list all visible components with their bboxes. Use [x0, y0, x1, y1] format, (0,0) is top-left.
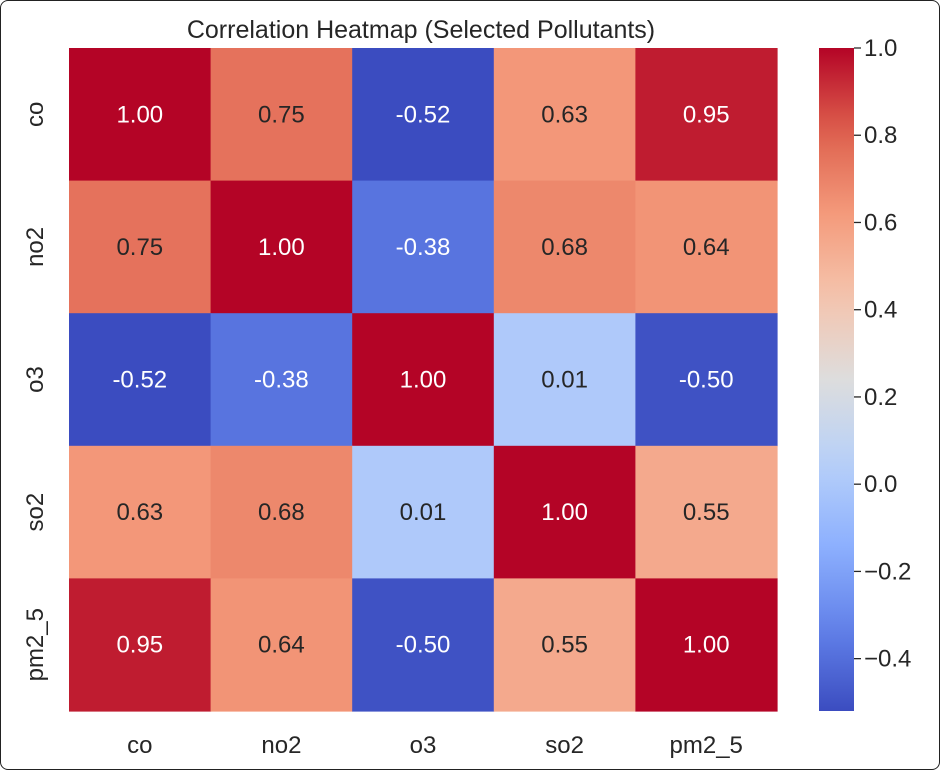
- heatmap-cell: [69, 578, 212, 712]
- heatmap-cell: [210, 313, 353, 447]
- colorbar-tick-label: 0.4: [864, 297, 897, 324]
- y-tick-label: co: [22, 102, 49, 127]
- cell-value-label: 0.64: [258, 632, 305, 659]
- cell-value-label: 1.00: [541, 499, 588, 526]
- y-tick-label: o3: [22, 366, 49, 393]
- cell-value-label: -0.38: [254, 367, 309, 394]
- colorbar-tick-label: 0.6: [864, 209, 897, 236]
- heatmap-cell: [69, 48, 212, 182]
- cell-value-label: 0.01: [400, 499, 447, 526]
- y-tick-label: no2: [22, 227, 49, 267]
- cell-value-label: 0.55: [541, 632, 588, 659]
- heatmap-cell: [352, 445, 495, 579]
- x-tick-label: pm2_5: [670, 732, 743, 759]
- heatmap-cell: [635, 180, 778, 314]
- heatmap-cell: [493, 48, 636, 182]
- heatmap-cell: [352, 180, 495, 314]
- heatmap-cell: [352, 313, 495, 447]
- heatmap-cell: [493, 445, 636, 579]
- heatmap-cell: [493, 313, 636, 447]
- cell-value-label: -0.50: [679, 367, 734, 394]
- colorbar-tick-label: 0.8: [864, 122, 897, 149]
- cell-value-label: 0.63: [116, 499, 163, 526]
- cell-value-label: -0.50: [396, 632, 451, 659]
- cell-value-label: -0.38: [396, 234, 451, 261]
- heatmap-cell: [69, 180, 212, 314]
- cell-value-label: 0.75: [116, 234, 163, 261]
- cell-value-label: 0.95: [116, 632, 163, 659]
- cell-value-label: 0.63: [541, 101, 588, 128]
- cell-value-label: 0.01: [541, 367, 588, 394]
- colorbar-tick-label: 0.0: [864, 471, 897, 498]
- heatmap-cells: 1.00 0.75 -0.52 0.63 0.95 0.75 1.00 -0.38 0.68 0.…: [69, 48, 778, 712]
- heatmap-cell: [210, 180, 353, 314]
- x-tick-label: co: [127, 732, 152, 759]
- cell-value-label: 1.00: [258, 234, 305, 261]
- heatmap-cell: [69, 313, 212, 447]
- cell-value-label: 1.00: [116, 101, 163, 128]
- chart-title: Correlation Heatmap (Selected Pollutants…: [187, 16, 655, 44]
- heatmap-cell: [210, 48, 353, 182]
- colorbar: 1.0 0.8 0.6 0.4 0.2 0.0 −0.2 −0.4: [819, 35, 911, 711]
- x-tick-label: so2: [545, 732, 584, 759]
- heatmap-cell: [635, 445, 778, 579]
- colorbar-tick-label: −0.2: [864, 558, 911, 585]
- cell-value-label: 0.64: [683, 234, 730, 261]
- cell-value-label: 0.95: [683, 101, 730, 128]
- heatmap-cell: [635, 313, 778, 447]
- colorbar-tick-label: 0.2: [864, 384, 897, 411]
- x-tick-label: no2: [261, 732, 301, 759]
- cell-value-label: 0.68: [258, 499, 305, 526]
- cell-value-label: -0.52: [396, 101, 451, 128]
- heatmap-cell: [493, 180, 636, 314]
- cell-value-label: 1.00: [400, 367, 447, 394]
- cell-value-label: 0.75: [258, 101, 305, 128]
- colorbar-tick-label: −0.4: [864, 646, 911, 673]
- cell-value-label: 0.55: [683, 499, 730, 526]
- colorbar-gradient: [819, 48, 854, 711]
- heatmap-cell: [210, 445, 353, 579]
- y-tick-label: so2: [22, 493, 49, 532]
- heatmap-cell: [635, 48, 778, 182]
- x-tick-label: o3: [410, 732, 437, 759]
- cell-value-label: -0.52: [112, 367, 167, 394]
- heatmap-cell: [635, 578, 778, 712]
- y-tick-label: pm2_5: [22, 608, 49, 681]
- heatmap-cell: [69, 445, 212, 579]
- colorbar-tick-label: 1.0: [864, 35, 897, 62]
- y-axis: co no2 o3 so2 pm2_5: [22, 102, 49, 682]
- heatmap-cell: [352, 48, 495, 182]
- heatmap-cell: [493, 578, 636, 712]
- x-axis: co no2 o3 so2 pm2_5: [127, 732, 743, 759]
- cell-value-label: 0.68: [541, 234, 588, 261]
- heatmap-cell: [352, 578, 495, 712]
- cell-value-label: 1.00: [683, 632, 730, 659]
- heatmap-cell: [210, 578, 353, 712]
